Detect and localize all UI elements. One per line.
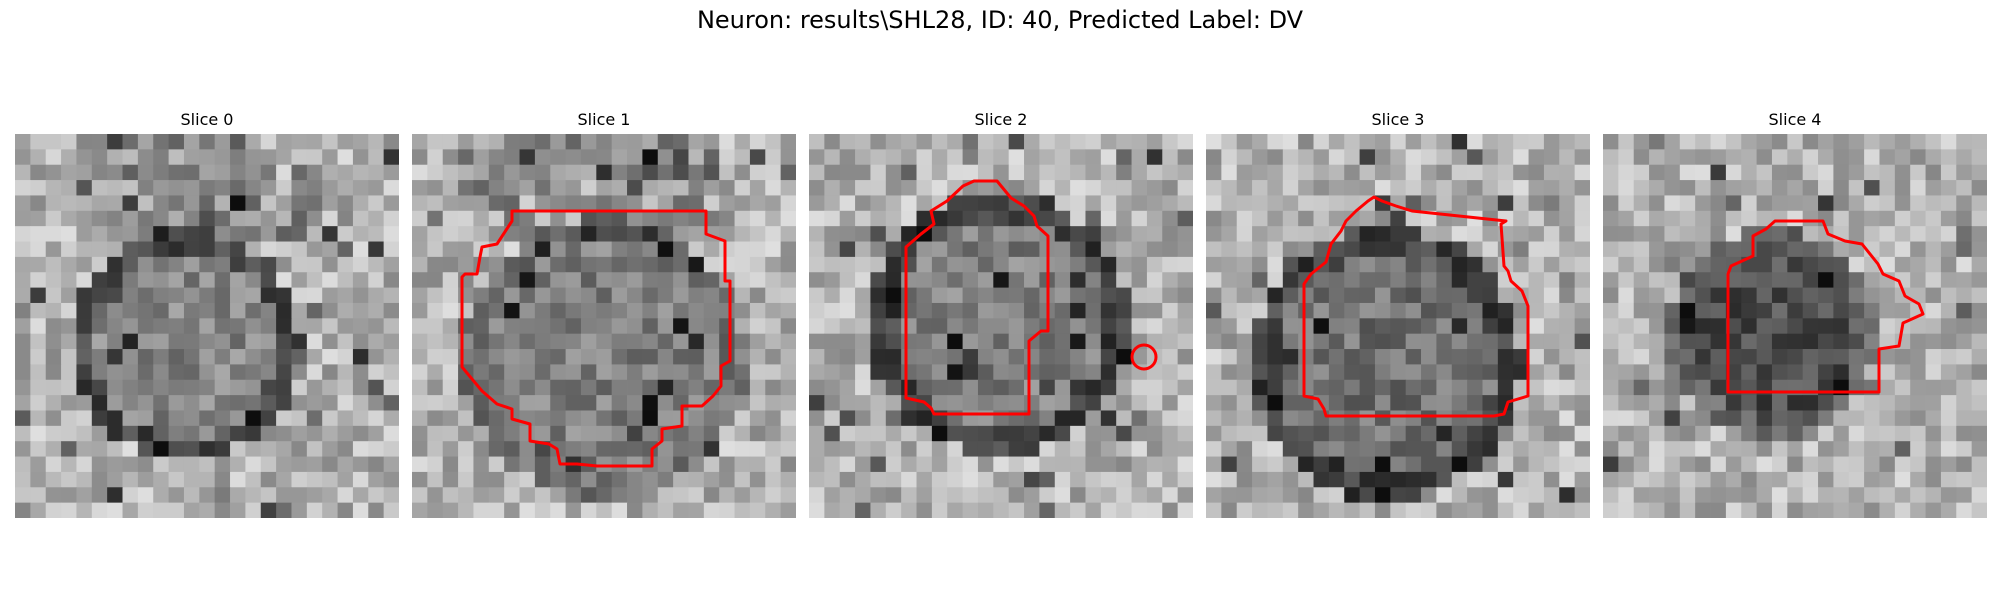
slice-panel-1: Slice 1 <box>412 110 796 520</box>
segmentation-contour <box>460 209 732 468</box>
pixel-grid <box>412 134 796 518</box>
slice-image-0 <box>15 134 399 518</box>
slice-title: Slice 4 <box>1768 110 1822 129</box>
slice-image-3 <box>1206 134 1590 518</box>
figure-title: Neuron: results\SHL28, ID: 40, Predicted… <box>696 6 1304 34</box>
slice-panel-0: Slice 0 <box>15 110 399 520</box>
pixel-grid <box>15 134 399 518</box>
segmentation-contour <box>1302 195 1530 418</box>
segmentation-contour <box>1726 219 1925 394</box>
slice-image-4 <box>1603 134 1987 518</box>
slice-title: Slice 3 <box>1371 110 1425 129</box>
slice-panel-4: Slice 4 <box>1603 110 1987 520</box>
pixel-grid <box>1206 134 1590 518</box>
slice-title: Slice 0 <box>180 110 234 129</box>
slice-panel-3: Slice 3 <box>1206 110 1590 520</box>
segmentation-contour-fragment <box>1130 343 1158 371</box>
segmentation-contour <box>904 179 1050 416</box>
pixel-grid <box>1603 134 1987 518</box>
slice-image-1 <box>412 134 796 518</box>
slice-panel-2: Slice 2 <box>809 110 1193 520</box>
slice-title: Slice 1 <box>577 110 631 129</box>
pixel-grid <box>809 134 1193 518</box>
slice-title: Slice 2 <box>974 110 1028 129</box>
slice-image-2 <box>809 134 1193 518</box>
